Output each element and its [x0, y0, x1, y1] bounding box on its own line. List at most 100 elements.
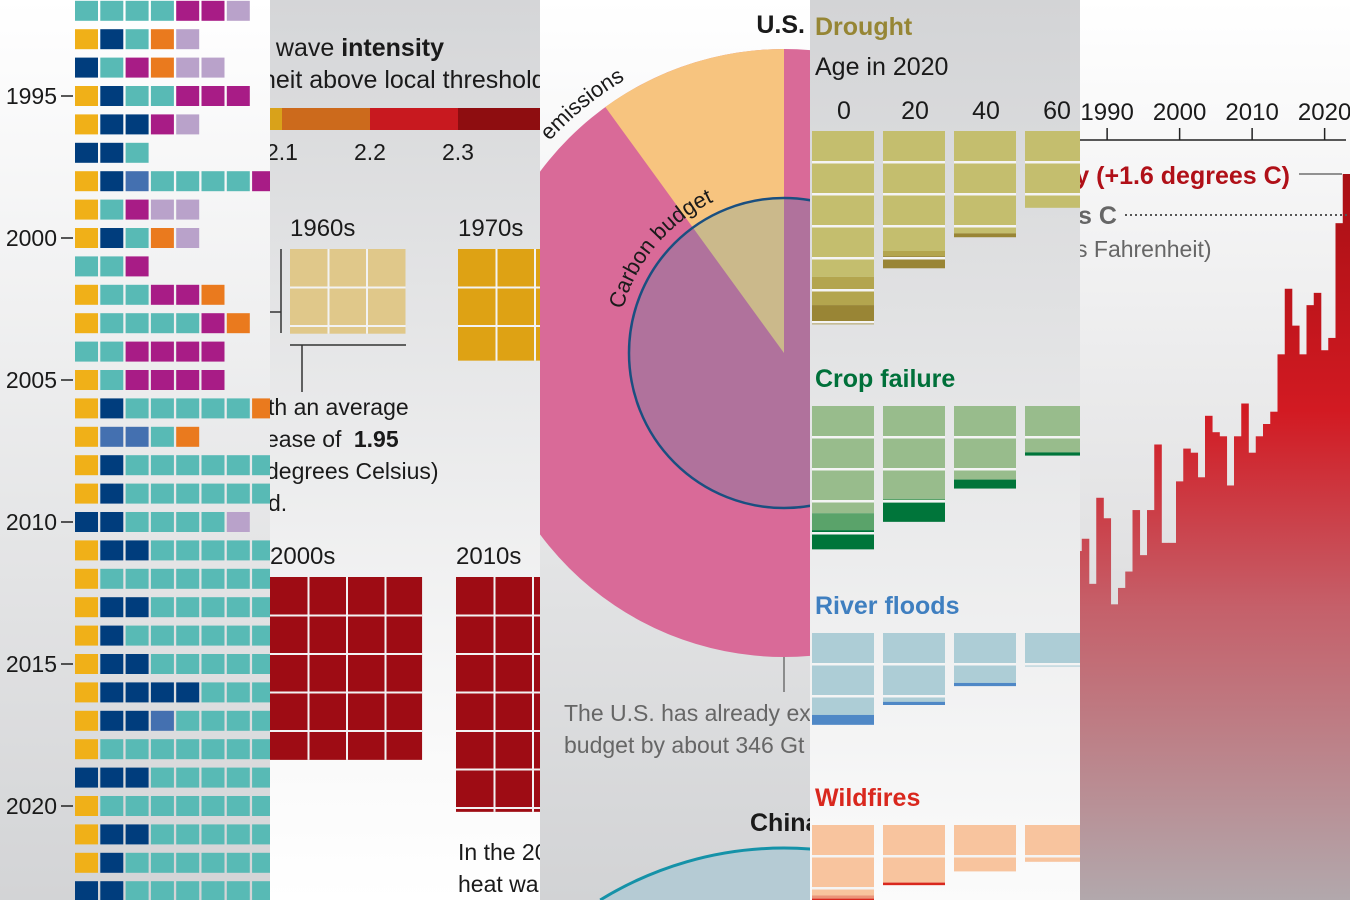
waffle-cell — [75, 852, 98, 873]
block-divider — [812, 532, 874, 535]
grid-divider — [456, 691, 540, 694]
year-axis: 1995 2000 2005 2010 2015 2020 — [6, 83, 73, 819]
block-divider — [812, 161, 874, 164]
block-divider — [954, 855, 1016, 858]
anomaly-bar — [1139, 555, 1148, 900]
waffle-cell — [176, 341, 200, 362]
waffle-cell — [226, 171, 250, 192]
grid-divider — [270, 730, 423, 732]
waffle-cell — [150, 625, 174, 646]
waffle-cell — [201, 852, 225, 873]
hazard-segment — [883, 406, 945, 499]
waffle-cell — [201, 370, 225, 390]
waffle-cell — [150, 284, 174, 305]
anomaly-bar — [1103, 518, 1112, 900]
waffle-cell — [75, 540, 98, 561]
waffle-cell — [150, 114, 174, 135]
block-divider — [812, 193, 874, 196]
colorbar-segment — [282, 108, 370, 130]
block-divider — [883, 500, 945, 503]
waffle-cell — [176, 710, 200, 731]
waffle-cell — [100, 568, 124, 589]
waffle-cell — [75, 512, 98, 532]
waffle-cell — [176, 824, 200, 845]
hazard-segment — [1025, 131, 1080, 208]
x-tick-label: 2000 — [1153, 99, 1206, 126]
anomaly-bar — [1263, 424, 1271, 900]
waffle-cell — [226, 739, 250, 760]
hazard-title: Crop failure — [815, 365, 955, 393]
waffle-cell — [176, 625, 200, 646]
waffle-cell — [176, 881, 200, 900]
waffle-cell — [150, 313, 174, 334]
waffle-cell — [150, 86, 174, 106]
waffle-cell — [226, 710, 250, 731]
waffle-cell — [226, 0, 250, 21]
waffle-cell — [125, 341, 149, 362]
waffle-cell — [125, 796, 149, 816]
block-divider — [883, 663, 945, 666]
waffle-cell — [75, 739, 98, 760]
waffle-cell — [100, 341, 124, 362]
block-divider — [954, 161, 1016, 164]
hazard-segment — [883, 502, 945, 522]
waffle-cell — [75, 199, 98, 220]
anomaly-bar — [1241, 403, 1249, 900]
waffle-cell — [150, 852, 174, 873]
waffle-cell — [125, 512, 149, 532]
anomaly-bar — [1081, 538, 1090, 900]
waffle-cell — [100, 57, 124, 78]
panel-heat-wave-intensity: t wave intensity heit above local thresh… — [268, 0, 540, 900]
hazard-segment — [883, 131, 945, 251]
anomaly-bar — [1328, 337, 1336, 900]
waffle-cell — [125, 455, 149, 476]
grid-divider — [346, 577, 348, 760]
waffle-cell — [125, 199, 149, 220]
waffle-cell — [100, 171, 124, 192]
block-divider — [1025, 161, 1080, 164]
waffle-cell — [226, 654, 250, 674]
annotation-line: d. — [268, 490, 287, 516]
hazard-segment — [883, 701, 945, 705]
block-divider — [812, 887, 874, 890]
waffle-cell — [201, 568, 225, 589]
waffle-cell — [75, 455, 98, 476]
waffle-cell — [150, 0, 174, 21]
waffle-cell — [75, 370, 98, 390]
waffle-cell — [150, 881, 174, 900]
waffle-cell — [201, 455, 225, 476]
waffle-cell — [201, 682, 225, 703]
block-divider — [812, 289, 874, 292]
waffle-cell — [226, 625, 250, 646]
hazard-segment — [954, 682, 1016, 687]
x-tick-label: 2020 — [1298, 99, 1350, 126]
block-divider — [883, 436, 945, 439]
anomaly-bar — [1096, 497, 1104, 900]
waffle-cell — [176, 284, 200, 305]
waffle-cell — [176, 512, 200, 532]
hazard-title: Drought — [815, 13, 913, 41]
waffle-cell — [201, 597, 225, 618]
waffle-cell — [150, 57, 174, 78]
anomaly-bar — [1176, 481, 1184, 900]
colorbar-segment — [270, 108, 282, 130]
waffle-cell — [252, 710, 270, 731]
hazard-segment — [883, 633, 945, 702]
grid-divider — [458, 286, 540, 289]
waffle-cell — [100, 86, 124, 106]
waffle-cell — [100, 881, 124, 900]
waffle-cell — [150, 370, 174, 390]
waffle-cell — [150, 228, 174, 248]
hazard-segment — [812, 513, 874, 531]
waffle-cell — [176, 455, 200, 476]
waffle-cell — [100, 370, 124, 390]
block-divider — [812, 436, 874, 439]
waffle-cell — [252, 171, 270, 192]
waffle-cell — [252, 568, 270, 589]
panel-background — [0, 0, 270, 900]
waffle-cell — [252, 767, 270, 788]
waffle-cell — [125, 142, 149, 163]
waffle-cell — [252, 540, 270, 561]
waffle-cell — [150, 710, 174, 731]
waffle-cell — [252, 625, 270, 646]
